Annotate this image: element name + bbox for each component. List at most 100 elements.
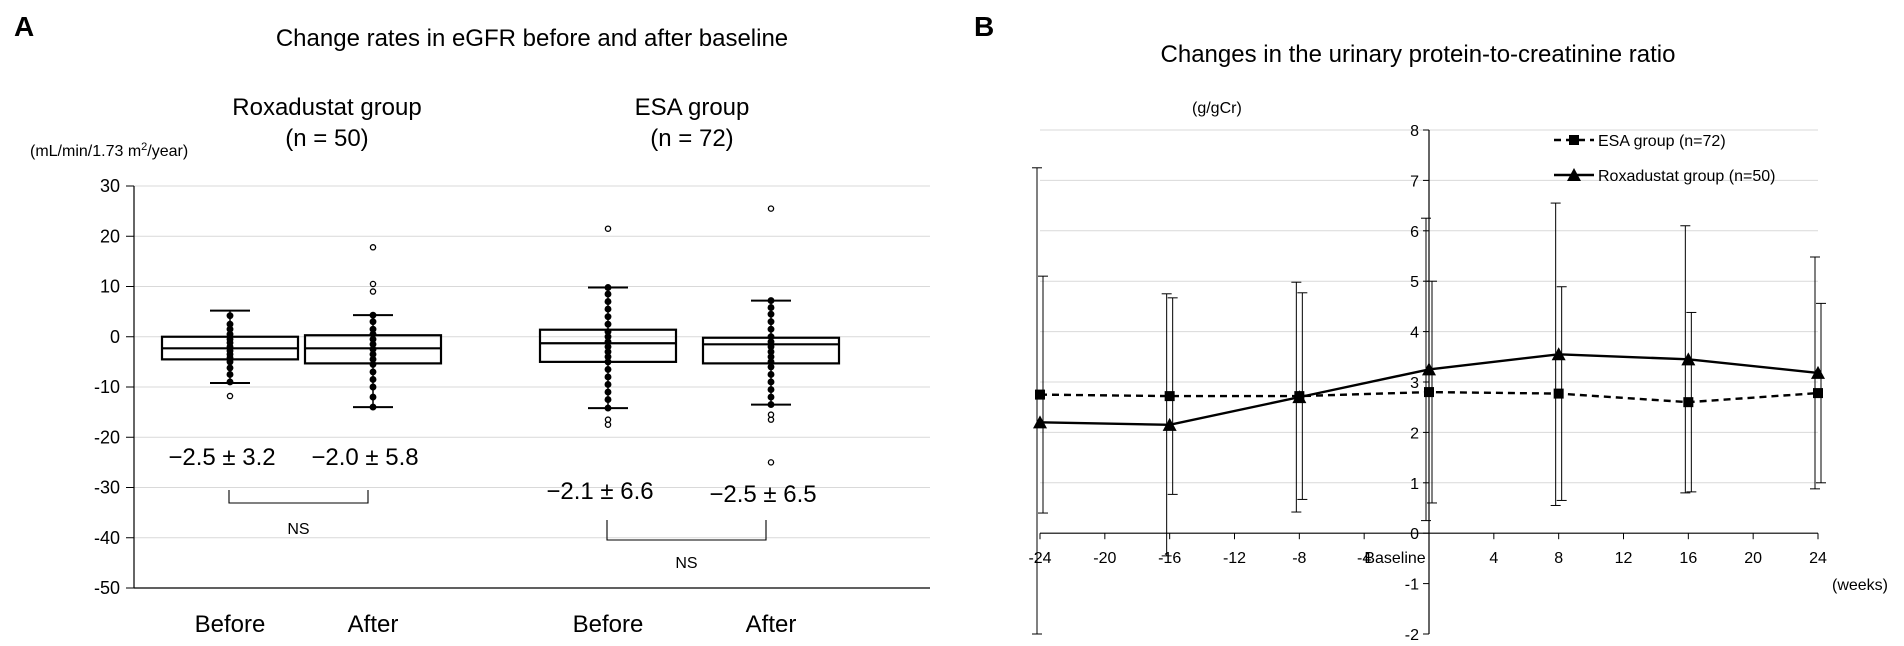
- esa-data-point: [1553, 388, 1564, 399]
- data-point: [369, 325, 377, 333]
- data-point: [369, 368, 377, 376]
- y-tick-label: 0: [110, 327, 120, 347]
- significance-bracket: [606, 520, 767, 541]
- x-axis-unit-label-b: (weeks): [1832, 577, 1888, 594]
- y-tick-label: 30: [100, 176, 120, 196]
- legend-marker: [1567, 168, 1581, 181]
- y-tick-label: 8: [1410, 123, 1419, 140]
- data-point: [604, 381, 612, 388]
- x-tick-label: -8: [1292, 550, 1306, 567]
- y-tick-label: 2: [1410, 425, 1419, 442]
- data-point: [369, 288, 377, 295]
- data-point: [767, 393, 775, 401]
- x-category-label: Before: [195, 611, 266, 638]
- y-tick-label: 20: [100, 226, 120, 246]
- chart-a-title: Change rates in eGFR before and after ba…: [276, 25, 788, 52]
- x-tick-label: -12: [1223, 550, 1246, 567]
- data-point: [767, 325, 775, 333]
- y-tick-label: -20: [94, 427, 120, 447]
- data-point: [604, 328, 612, 336]
- esa-data-point: [1813, 388, 1823, 399]
- data-point: [767, 333, 775, 341]
- x-category-label: After: [348, 611, 399, 638]
- data-point: [369, 376, 377, 383]
- mean-sd-label: −2.5 ± 3.2: [168, 444, 275, 471]
- panel-b: B Changes in the urinary protein-to-crea…: [960, 0, 1904, 646]
- data-point: [604, 298, 612, 306]
- x-category-label: Before: [573, 611, 644, 638]
- data-point: [767, 459, 775, 466]
- y-tick-label: -2: [1405, 627, 1419, 644]
- data-point: [767, 411, 775, 418]
- data-point: [226, 320, 234, 328]
- group-name: ESA group: [635, 94, 750, 121]
- data-point: [604, 416, 612, 423]
- data-point: [604, 365, 612, 373]
- data-point: [767, 370, 775, 378]
- data-point: [369, 318, 377, 326]
- y-tick-label: 4: [1410, 325, 1419, 342]
- legend-marker: [1569, 135, 1579, 145]
- data-point: [604, 225, 612, 232]
- panel-a-label: A: [14, 11, 34, 42]
- y-tick-label: -30: [94, 478, 120, 498]
- roxadustat-data-point: [1292, 390, 1307, 404]
- x-tick-label: 24: [1809, 550, 1827, 567]
- data-point: [369, 244, 377, 251]
- data-point: [767, 310, 775, 318]
- chart-a-plot: 30 20 10 0 -10 -20 -30 -40 -50 Roxadustat group (n…: [94, 94, 930, 638]
- x-tick-label: 8: [1554, 550, 1563, 567]
- x-tick-label: -24: [1028, 550, 1051, 567]
- x-tick-label: 16: [1679, 550, 1697, 567]
- y-axis-unit-tail: /year): [147, 143, 188, 160]
- esa-data-point: [1035, 389, 1045, 400]
- group-n-label: (n = 72): [650, 125, 733, 152]
- roxadustat-data-point: [1551, 347, 1566, 361]
- group-n-label: (n = 50): [285, 125, 368, 152]
- y-tick-label: -1: [1405, 577, 1419, 594]
- y-axis-unit-label: (mL/min/1.73 m2/year): [30, 141, 188, 160]
- roxadustat-data-point: [1422, 362, 1436, 376]
- y-tick-label: 10: [100, 277, 120, 297]
- group-name: Roxadustat group: [232, 94, 421, 121]
- significance-bracket: [228, 490, 369, 504]
- data-point: [226, 370, 234, 378]
- y-tick-label: 0: [1410, 526, 1419, 543]
- data-point: [767, 318, 775, 326]
- x-tick-label: -4: [1357, 550, 1371, 567]
- esa-data-point: [1164, 391, 1175, 402]
- panel-a: A Change rates in eGFR before and after …: [14, 11, 930, 638]
- data-point: [767, 304, 775, 312]
- data-point: [369, 383, 377, 391]
- roxadustat-data-point: [1033, 415, 1047, 429]
- data-point: [369, 403, 377, 411]
- x-tick-label: 4: [1489, 550, 1498, 567]
- x-tick-label: Baseline: [1364, 550, 1425, 567]
- significance-label: NS: [287, 521, 309, 538]
- data-point: [226, 392, 234, 400]
- data-point: [604, 305, 612, 313]
- roxadustat-data-point: [1162, 417, 1177, 431]
- x-tick-label: -16: [1158, 550, 1181, 567]
- y-axis-unit-label-b: (g/gCr): [1192, 100, 1242, 117]
- x-tick-label: 12: [1615, 550, 1633, 567]
- data-point: [226, 312, 234, 320]
- chart-b-title: Changes in the urinary protein-to-creati…: [1161, 41, 1676, 68]
- y-tick-label: 1: [1410, 476, 1419, 493]
- y-tick-label: 5: [1410, 274, 1419, 291]
- data-point: [604, 396, 612, 404]
- data-point: [226, 364, 234, 372]
- data-point: [767, 205, 775, 212]
- data-point: [604, 320, 612, 328]
- data-point: [767, 297, 775, 305]
- mean-sd-label: −2.1 ± 6.6: [546, 478, 653, 505]
- data-point: [369, 393, 377, 401]
- data-point: [604, 290, 612, 298]
- x-category-label: After: [746, 611, 797, 638]
- y-tick-label: 6: [1410, 224, 1419, 241]
- y-tick-label: -40: [94, 528, 120, 548]
- x-tick-label: -20: [1093, 550, 1116, 567]
- data-point: [767, 378, 775, 386]
- legend-label: ESA group (n=72): [1598, 133, 1726, 150]
- data-point: [604, 404, 612, 412]
